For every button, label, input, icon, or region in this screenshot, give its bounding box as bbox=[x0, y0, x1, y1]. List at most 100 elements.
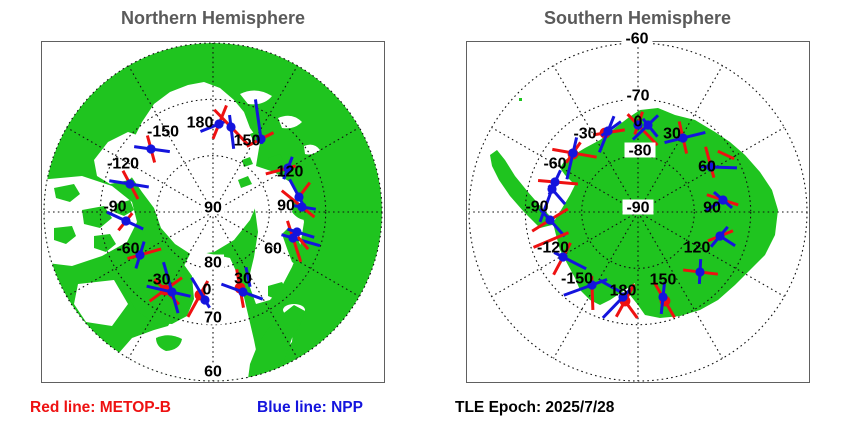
longitude-label: 90 bbox=[277, 198, 295, 215]
longitude-label: -150 bbox=[561, 271, 593, 288]
latitude-label: -60 bbox=[625, 31, 648, 48]
iceland bbox=[156, 335, 182, 351]
npp-position-dot bbox=[297, 202, 307, 212]
longitude-label: -120 bbox=[107, 156, 139, 173]
longitude-label: -120 bbox=[537, 240, 569, 257]
npp-position-dot bbox=[643, 120, 653, 130]
latitude-label: -80 bbox=[628, 143, 651, 160]
metopb-track-line bbox=[296, 235, 310, 251]
antarctic-peninsula bbox=[490, 150, 556, 228]
laptev-bay bbox=[240, 90, 272, 105]
metopb-track-line bbox=[186, 280, 210, 318]
latitude-label: -70 bbox=[626, 88, 649, 105]
metopb-track-line bbox=[532, 231, 570, 249]
arctic-island bbox=[54, 226, 76, 244]
npp-position-dot bbox=[125, 179, 135, 189]
longitude-label: 120 bbox=[684, 240, 711, 257]
antarctica bbox=[553, 108, 778, 318]
npp-track-line bbox=[598, 278, 622, 294]
npp-position-dot bbox=[214, 119, 224, 129]
npp-track-line bbox=[565, 137, 579, 180]
npp-position-dot bbox=[135, 250, 145, 260]
latitude-label-box bbox=[621, 30, 653, 46]
north-basemap bbox=[44, 43, 382, 381]
island-speck bbox=[493, 95, 497, 98]
north-overlay: 180 -150 150 -120 120 -90 90 -60 60 -30 30 0 90 80 70 6… bbox=[43, 42, 383, 382]
latitude-label-box bbox=[202, 199, 224, 215]
latitude-label-box bbox=[622, 87, 654, 103]
metopb-track-line bbox=[280, 189, 316, 219]
npp-position-dot bbox=[658, 292, 668, 302]
npp-position-dot bbox=[695, 267, 705, 277]
npp-position-dot bbox=[256, 134, 266, 144]
npp-position-dot bbox=[167, 287, 177, 297]
latitude-label-box bbox=[622, 199, 654, 215]
longitude-label: 0 bbox=[634, 114, 643, 131]
north-map-panel: 180 -150 150 -120 120 -90 90 -60 60 -30 30 0 90 80 70 6… bbox=[41, 41, 385, 383]
latitude-circle bbox=[99, 98, 327, 326]
npp-position-dot bbox=[545, 215, 555, 225]
legend-red-line: Red line: METOP-B bbox=[30, 399, 171, 416]
longitude-label: 60 bbox=[264, 241, 282, 258]
latitude-label: 60 bbox=[204, 364, 222, 381]
bering-sea bbox=[94, 132, 152, 184]
arctic-island bbox=[82, 206, 112, 228]
legend-blue-line: Blue line: NPP bbox=[257, 399, 363, 416]
latitude-label: 90 bbox=[204, 200, 222, 217]
hudson-bay bbox=[74, 280, 128, 326]
longitude-label: 180 bbox=[610, 283, 637, 300]
longitude-label: 0 bbox=[203, 282, 212, 299]
coastal-bay bbox=[278, 115, 302, 129]
latitude-label: 80 bbox=[204, 255, 222, 272]
longitude-label: 60 bbox=[698, 159, 716, 176]
npp-position-dot bbox=[558, 252, 568, 262]
npp-track-line bbox=[244, 266, 252, 288]
npp-position-dot bbox=[633, 120, 643, 130]
latitude-circle bbox=[156, 155, 270, 269]
south-map-panel: 0 -30 30 -60 60 -90 90 -120 120 -150 150 180 -60 -70 -… bbox=[466, 30, 810, 383]
latitude-label: 70 bbox=[204, 310, 222, 327]
latitude-label-box bbox=[202, 363, 224, 379]
longitude-label: 180 bbox=[187, 115, 214, 132]
south-map-title: Southern Hemisphere bbox=[543, 8, 732, 28]
arctic-island bbox=[114, 200, 134, 216]
longitude-label: -90 bbox=[525, 199, 548, 216]
npp-position-dot bbox=[587, 280, 597, 290]
longitude-label: 30 bbox=[234, 271, 252, 288]
longitude-label: -60 bbox=[543, 156, 566, 173]
arctic-island bbox=[268, 154, 284, 166]
npp-position-dot bbox=[603, 126, 613, 136]
npp-position-dot bbox=[715, 231, 725, 241]
coastal-island bbox=[268, 282, 288, 300]
npp-position-dot bbox=[121, 216, 131, 226]
npp-track-line bbox=[228, 114, 236, 150]
npp-position-dot bbox=[568, 148, 578, 158]
npp-position-dot bbox=[706, 162, 716, 172]
north-map-title: Northern Hemisphere bbox=[120, 8, 306, 28]
latitude-label: -90 bbox=[626, 200, 649, 217]
barents-kara-sea bbox=[248, 166, 304, 304]
npp-position-dot bbox=[550, 177, 560, 187]
npp-position-dot bbox=[226, 122, 236, 132]
metopb-track-line bbox=[717, 149, 735, 161]
longitude-label: 150 bbox=[650, 272, 677, 289]
latitude-circle bbox=[524, 98, 752, 326]
tle-epoch: TLE Epoch: 2025/7/28 bbox=[455, 399, 615, 416]
longitude-label: -30 bbox=[573, 126, 596, 143]
latitude-label-box bbox=[624, 142, 656, 158]
svalbard bbox=[238, 176, 252, 188]
npp-position-dot bbox=[618, 292, 628, 302]
npp-position-dot bbox=[146, 144, 156, 154]
longitude-label: -60 bbox=[116, 241, 139, 258]
latitude-label-box bbox=[202, 309, 224, 325]
longitude-label: -150 bbox=[147, 124, 179, 141]
longitude-label: -30 bbox=[147, 272, 170, 289]
island-speck bbox=[519, 98, 522, 101]
latitude-label-box bbox=[202, 254, 224, 270]
longitude-label: -90 bbox=[103, 199, 126, 216]
north-map: 180 -150 150 -120 120 -90 90 -60 60 -30 30 0 90 80 70 6… bbox=[43, 42, 383, 382]
npp-position-dot bbox=[292, 227, 302, 237]
longitude-label: 150 bbox=[234, 133, 261, 150]
npp-track-line bbox=[563, 278, 608, 297]
